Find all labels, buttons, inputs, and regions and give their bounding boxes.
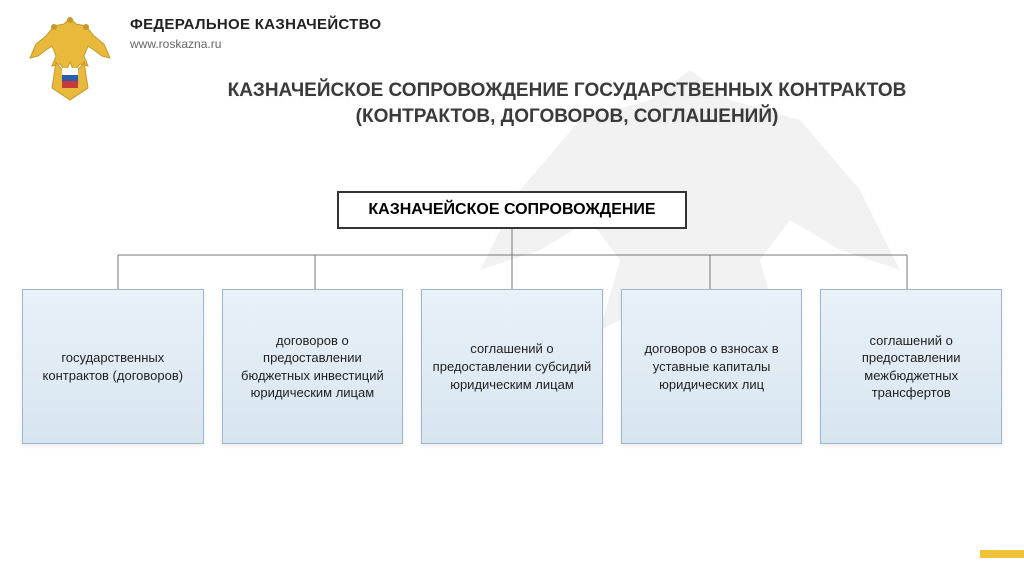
page-title: КАЗНАЧЕЙСКОЕ СОПРОВОЖДЕНИЕ ГОСУДАРСТВЕНН…	[150, 78, 984, 129]
title-line-2: (КОНТРАКТОВ, ДОГОВОРОВ, СОГЛАШЕНИЙ)	[356, 106, 779, 127]
child-label: договоров о взносах в уставные капиталы …	[630, 340, 794, 393]
header-text-block: ФЕДЕРАЛЬНОЕ КАЗНАЧЕЙСТВО www.roskazna.ru	[130, 12, 381, 51]
treasury-emblem-icon	[22, 12, 118, 112]
connector-area	[0, 229, 1024, 289]
child-label: государственных контрактов (договоров)	[31, 349, 195, 384]
connector-lines-icon	[0, 229, 1024, 289]
child-node: соглашений о предоставлении межбюджетных…	[820, 289, 1002, 444]
child-node: государственных контрактов (договоров)	[22, 289, 204, 444]
root-node: КАЗНАЧЕЙСКОЕ СОПРОВОЖДЕНИЕ	[337, 191, 687, 229]
title-line-1: КАЗНАЧЕЙСКОЕ СОПРОВОЖДЕНИЕ ГОСУДАРСТВЕНН…	[228, 80, 907, 101]
org-chart: КАЗНАЧЕЙСКОЕ СОПРОВОЖДЕНИЕ государственн…	[0, 191, 1024, 444]
child-node: договоров о взносах в уставные капиталы …	[621, 289, 803, 444]
accent-bar	[980, 550, 1024, 558]
org-url: www.roskazna.ru	[130, 37, 381, 51]
child-label: соглашений о предоставлении субсидий юри…	[430, 340, 594, 393]
child-node: договоров о предоставлении бюджетных инв…	[222, 289, 404, 444]
child-row: государственных контрактов (договоров) д…	[0, 289, 1024, 444]
child-label: соглашений о предоставлении межбюджетных…	[829, 332, 993, 402]
child-node: соглашений о предоставлении субсидий юри…	[421, 289, 603, 444]
org-name: ФЕДЕРАЛЬНОЕ КАЗНАЧЕЙСТВО	[130, 16, 381, 33]
child-label: договоров о предоставлении бюджетных инв…	[231, 332, 395, 402]
